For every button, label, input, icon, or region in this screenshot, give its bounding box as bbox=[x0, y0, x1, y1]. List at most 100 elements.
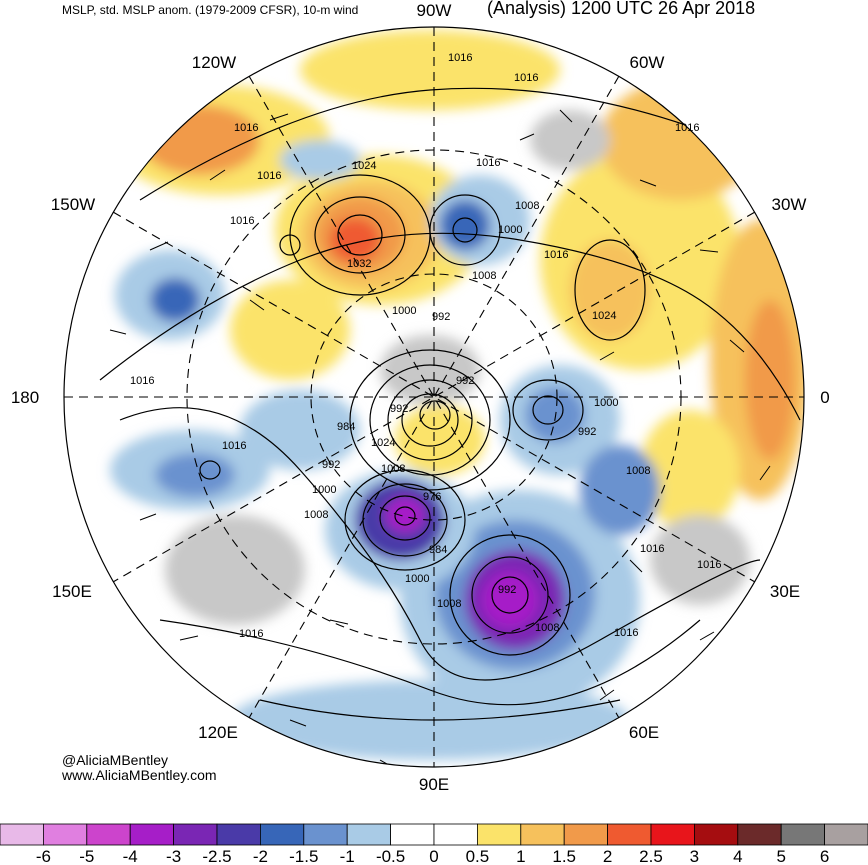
colorbar-swatch bbox=[780, 823, 826, 846]
colorbar-swatch bbox=[476, 823, 522, 846]
colorbar-swatch bbox=[737, 823, 782, 846]
colorbar-swatch bbox=[86, 823, 131, 846]
colorbar-swatch bbox=[129, 823, 174, 846]
contour-label: 992 bbox=[456, 375, 474, 387]
lon-label-30e: 30E bbox=[770, 582, 800, 601]
wind-barbs bbox=[109, 109, 771, 767]
contour-label: 1016 bbox=[544, 249, 568, 261]
lon-label-90e: 90E bbox=[419, 775, 449, 794]
pressure-contours bbox=[99, 87, 801, 721]
contour-label: 1016 bbox=[234, 122, 258, 134]
colorbar-tick-label: 6 bbox=[820, 847, 829, 865]
lon-label-90w: 90W bbox=[417, 1, 452, 20]
contour-label: 1000 bbox=[312, 484, 336, 496]
contour-label: 1016 bbox=[514, 72, 538, 84]
colorbar-tick-label: -6 bbox=[36, 847, 51, 865]
credit-handle: @AliciaMBentley bbox=[62, 752, 169, 768]
contour-label: 992 bbox=[390, 403, 408, 415]
contour-label: 1016 bbox=[230, 215, 254, 227]
colorbar-swatch bbox=[694, 823, 739, 846]
contour-label: 1008 bbox=[472, 270, 496, 282]
contour-label: 1016 bbox=[257, 170, 281, 182]
contour-label: 1016 bbox=[640, 543, 664, 555]
colorbar-tick-label: -2 bbox=[253, 847, 268, 865]
contour-label: 1008 bbox=[626, 465, 650, 477]
colorbar-swatch bbox=[520, 823, 565, 846]
colorbar-swatch bbox=[346, 823, 392, 846]
colorbar-tick-label: 2 bbox=[603, 847, 612, 865]
colorbar-swatch bbox=[303, 823, 348, 846]
colorbar-swatch bbox=[43, 823, 88, 846]
contour-label: 976 bbox=[423, 491, 441, 503]
contour-label: 1016 bbox=[448, 52, 472, 64]
lon-label-60w: 60W bbox=[630, 53, 665, 72]
colorbar-swatch bbox=[173, 823, 218, 846]
lon-label-120e: 120E bbox=[198, 723, 238, 742]
map-border bbox=[63, 26, 805, 768]
colorbar-tick-label: 0.5 bbox=[466, 847, 490, 865]
colorbar-tick-label: -3 bbox=[166, 847, 181, 865]
colorbar-tick-label: -1.5 bbox=[289, 847, 318, 865]
colorbar-tick-label: 4 bbox=[733, 847, 742, 865]
contour-label: 992 bbox=[432, 311, 450, 323]
contour-label: 992 bbox=[322, 459, 340, 471]
contour-label: 1000 bbox=[392, 305, 416, 317]
colorbar-tick-label: -2.5 bbox=[202, 847, 231, 865]
contour-label: 1016 bbox=[239, 628, 263, 640]
lon-label-150w: 150W bbox=[51, 195, 95, 214]
contour-label: 1024 bbox=[592, 310, 616, 322]
lon-label-60e: 60E bbox=[629, 723, 659, 742]
lon-label-120w: 120W bbox=[192, 53, 236, 72]
colorbar-tick-label: -5 bbox=[79, 847, 94, 865]
colorbar-tick-label: 2.5 bbox=[639, 847, 663, 865]
colorbar-tick-label: 1 bbox=[516, 847, 525, 865]
colorbar-swatch bbox=[216, 823, 261, 846]
contour-label: 1008 bbox=[304, 509, 328, 521]
contour-label: 1032 bbox=[347, 258, 371, 270]
map-subtitle: MSLP, std. MSLP anom. (1979-2009 CFSR), … bbox=[62, 3, 359, 17]
contour-label: 1016 bbox=[614, 627, 638, 639]
contour-label: 992 bbox=[498, 584, 516, 596]
contour-label: 1008 bbox=[381, 463, 405, 475]
colorbar-swatch bbox=[0, 823, 44, 846]
contour-label: 1008 bbox=[515, 200, 539, 212]
lon-label-30w: 30W bbox=[772, 195, 807, 214]
colorbar-tick-label: -0.5 bbox=[376, 847, 405, 865]
contour-label: 1016 bbox=[222, 440, 246, 452]
contour-label: 1016 bbox=[675, 122, 699, 134]
contour-label: 1000 bbox=[594, 397, 618, 409]
contour-label: 1008 bbox=[535, 622, 559, 634]
contour-label: 984 bbox=[429, 544, 447, 556]
colorbar-tick-label: 3 bbox=[690, 847, 699, 865]
colorbar-swatch bbox=[433, 823, 478, 846]
contour-labels: 1016 1016 1016 1016 1016 1016 1024 1032 … bbox=[130, 52, 721, 640]
colorbar-swatch bbox=[650, 823, 695, 846]
contour-label: 984 bbox=[337, 421, 355, 433]
anomaly-field bbox=[64, 27, 804, 767]
colorbar: -6 -5 -4 -3 -2.5 -2 -1.5 -1 -0.5 0 0.5 1 1.5 2 2.5 3 4 5 6 bbox=[0, 823, 868, 865]
lon-label-150e: 150E bbox=[52, 582, 92, 601]
graticule bbox=[64, 27, 804, 767]
contour-label: 1008 bbox=[437, 598, 461, 610]
colorbar-tick-label: -4 bbox=[123, 847, 138, 865]
colorbar-swatch bbox=[607, 823, 652, 846]
contour-label: 1024 bbox=[352, 160, 376, 172]
contour-label: 1016 bbox=[476, 157, 500, 169]
lon-label-0: 0 bbox=[820, 388, 829, 407]
colorbar-tick-label: 5 bbox=[776, 847, 785, 865]
colorbar-swatch bbox=[390, 823, 435, 846]
colorbar-swatch bbox=[824, 823, 868, 846]
contour-label: 1024 bbox=[371, 437, 395, 449]
contour-label: 1000 bbox=[405, 573, 429, 585]
colorbar-swatch bbox=[563, 823, 609, 846]
colorbar-swatch bbox=[259, 823, 305, 846]
colorbar-tick-label: -1 bbox=[340, 847, 355, 865]
colorbar-tick-label: 0 bbox=[429, 847, 438, 865]
lon-label-180: 180 bbox=[11, 388, 39, 407]
contour-label: 992 bbox=[578, 426, 596, 438]
contour-label: 1000 bbox=[498, 224, 522, 236]
analysis-time: (Analysis) 1200 UTC 26 Apr 2018 bbox=[487, 0, 756, 18]
colorbar-tick-label: 1.5 bbox=[552, 847, 576, 865]
contour-label: 1016 bbox=[697, 559, 721, 571]
